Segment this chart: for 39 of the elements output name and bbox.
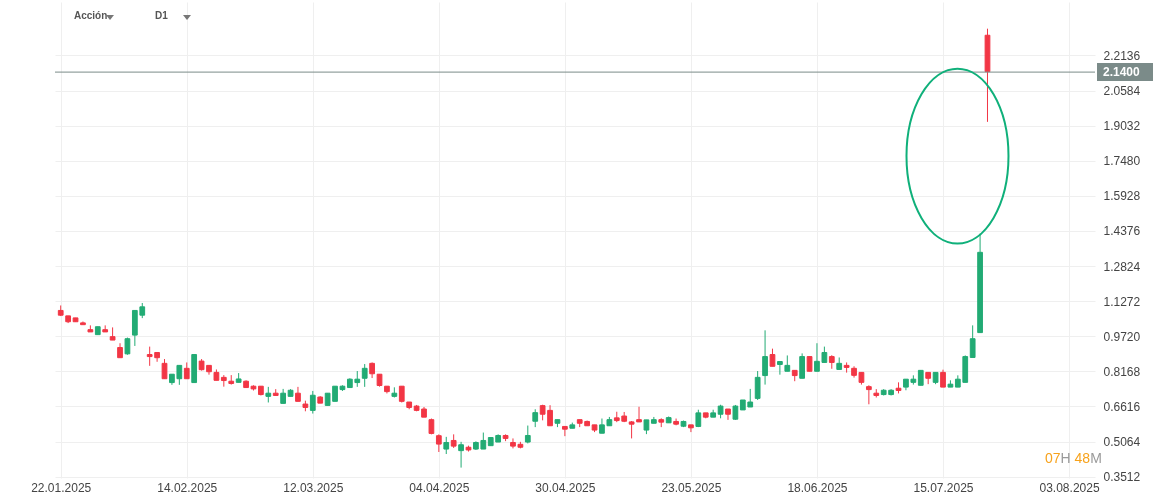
x-tick-label: 18.06.2025 — [787, 480, 848, 495]
candlestick — [754, 370, 761, 401]
candlestick — [865, 384, 872, 405]
ref-line-label: 2.1400 — [1103, 65, 1141, 80]
annotation: D1 — [155, 10, 168, 21]
y-tick-label: 2.2136 — [1103, 48, 1141, 63]
y-tick-label: 1.7480 — [1103, 154, 1141, 169]
y-tick-label: 2.0584 — [1103, 84, 1141, 99]
x-tick-label: 23.05.2025 — [661, 480, 722, 495]
y-tick-label: 1.5928 — [1103, 189, 1141, 204]
annotation: Acción — [74, 10, 108, 21]
annotation: 07H 48M — [1045, 450, 1102, 466]
candlestick — [777, 361, 783, 376]
candlestick — [361, 363, 368, 388]
candlestick — [562, 425, 568, 437]
x-tick-label: 30.04.2025 — [535, 480, 596, 495]
candlestick — [688, 424, 694, 433]
y-tick-label: 0.3512 — [1103, 470, 1141, 485]
x-tick-label: 22.01.2025 — [31, 480, 92, 495]
y-tick-label: 1.2824 — [1103, 259, 1141, 274]
x-tick-label: 03.08.2025 — [1039, 480, 1100, 495]
candlestick — [799, 352, 806, 379]
candlestick — [309, 390, 316, 415]
x-tick-label: 15.07.2025 — [913, 480, 974, 495]
x-tick-label: 12.03.2025 — [283, 480, 344, 495]
y-tick-label: 0.5064 — [1103, 435, 1141, 449]
x-tick-label: 04.04.2025 — [409, 480, 470, 495]
y-tick-label: 1.1272 — [1103, 294, 1141, 309]
y-tick-label: 0.6616 — [1103, 399, 1141, 414]
candlestick — [458, 441, 464, 469]
y-tick-label: 1.4376 — [1103, 224, 1141, 239]
y-tick-label: 0.8168 — [1103, 364, 1141, 379]
x-tick-label: 14.02.2025 — [157, 480, 218, 495]
y-tick-label: 0.9720 — [1103, 329, 1141, 344]
candlestick — [762, 329, 768, 386]
candlestick — [161, 358, 168, 380]
candlestick — [969, 324, 976, 358]
y-tick-label: 1.9032 — [1103, 119, 1141, 134]
candlestick — [725, 408, 731, 421]
